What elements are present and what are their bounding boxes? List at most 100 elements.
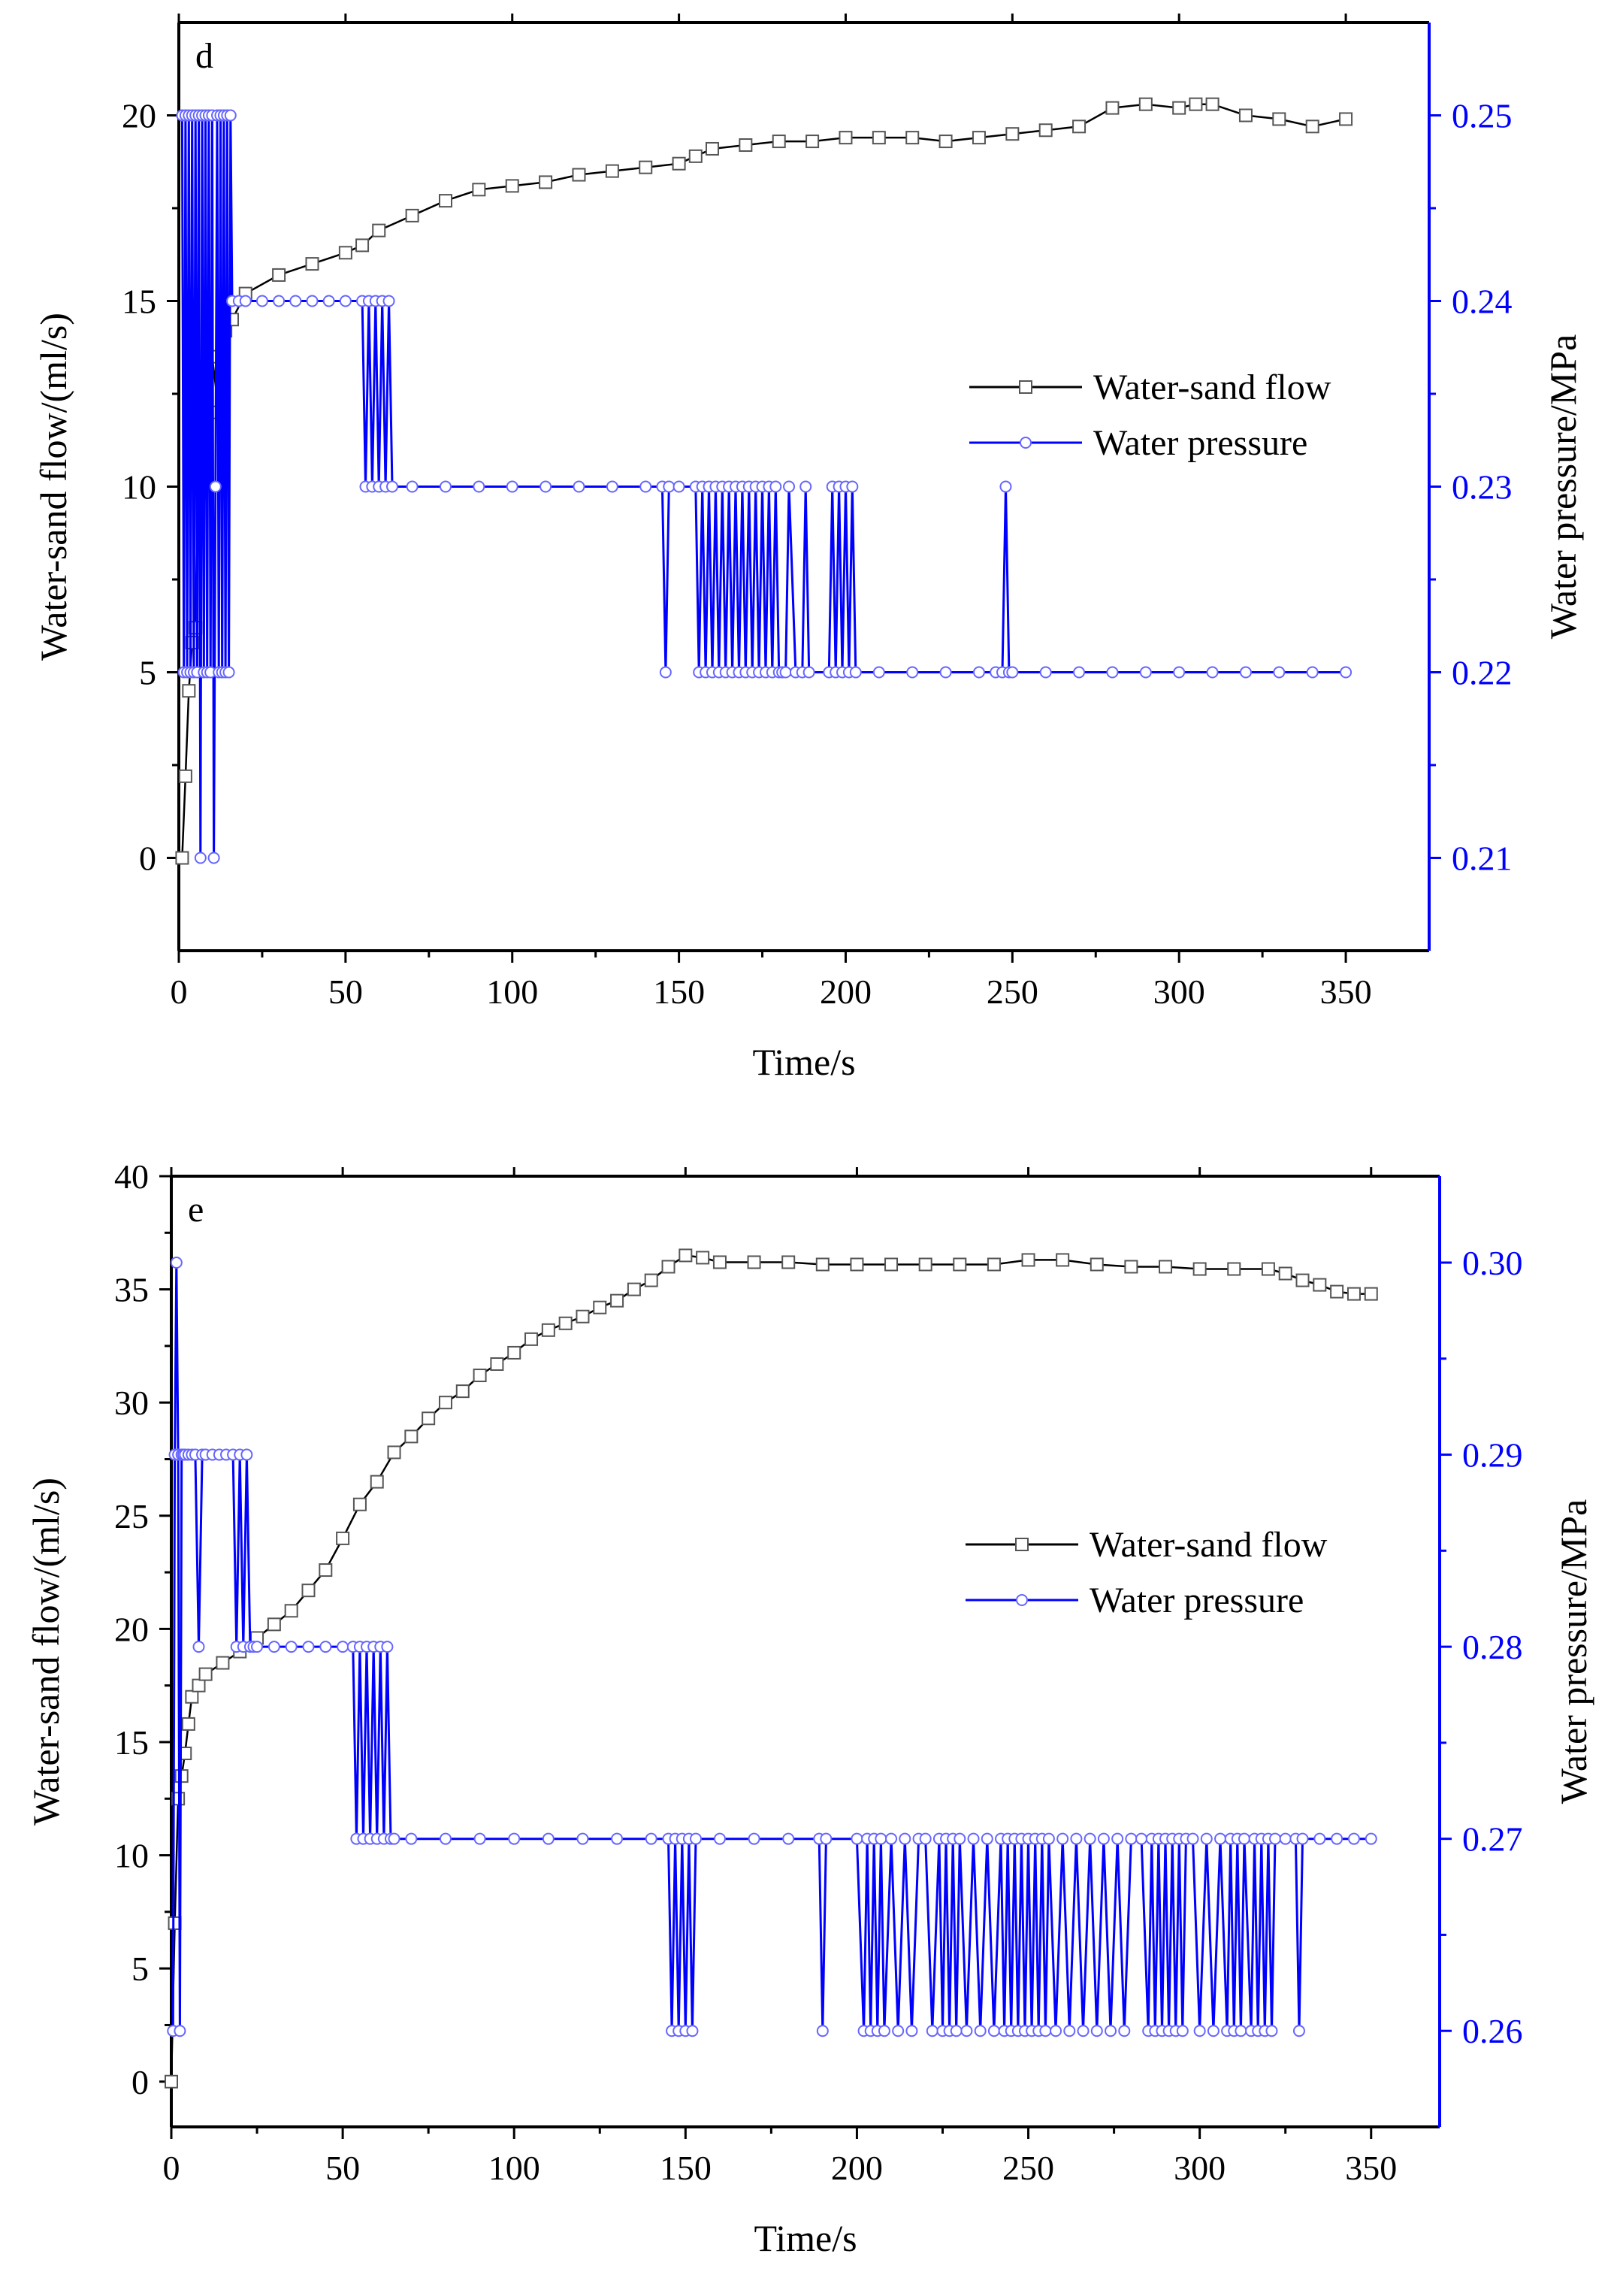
data-point-circle: [1340, 666, 1353, 679]
data-point-circle: [1105, 2025, 1117, 2037]
x-tick-label: 0: [163, 2149, 180, 2187]
y2-tick-label: 0.29: [1462, 1436, 1523, 1475]
data-point-circle: [820, 1832, 833, 1845]
data-point-square: [175, 851, 189, 865]
data-point-circle: [1235, 2025, 1247, 2037]
data-point-square: [739, 138, 753, 153]
legend-marker-square: [1015, 1538, 1029, 1551]
series-line: [180, 115, 1346, 858]
data-point-circle: [1135, 1832, 1148, 1845]
data-point-circle: [1239, 666, 1252, 679]
data-point-circle: [686, 2025, 699, 2037]
data-point-square: [661, 1260, 676, 1274]
data-point-circle: [473, 480, 485, 493]
data-point-square: [1339, 112, 1353, 126]
data-point-square: [185, 1689, 199, 1704]
data-point-circle: [240, 1448, 253, 1461]
data-point-circle: [337, 1641, 349, 1653]
data-point-circle: [1238, 1832, 1250, 1845]
data-point-circle: [1056, 1832, 1069, 1845]
y-tick-label: 15: [114, 1723, 149, 1762]
y-tick-label: 30: [114, 1384, 149, 1422]
y2-tick-label: 0.21: [1452, 839, 1513, 878]
data-point-square: [1364, 1287, 1378, 1301]
data-point-circle: [1347, 1832, 1360, 1845]
data-point-circle: [779, 666, 792, 679]
data-point-square: [627, 1282, 641, 1296]
data-point-circle: [251, 1641, 264, 1653]
data-point-circle: [1039, 2025, 1052, 2037]
data-point-circle: [960, 2025, 973, 2037]
data-point-circle: [875, 1832, 887, 1845]
y2-tick-label: 0.27: [1462, 1820, 1523, 1859]
data-point-circle: [999, 480, 1012, 493]
data-point-circle: [170, 1257, 183, 1269]
data-point-square: [1261, 1262, 1275, 1276]
data-point-square: [284, 1604, 298, 1618]
data-point-circle: [950, 2025, 963, 2037]
data-point-square: [182, 684, 196, 698]
data-point-circle: [1265, 2025, 1278, 2037]
legend-label: Water-sand flow: [1090, 1525, 1328, 1565]
data-point-circle: [267, 1641, 280, 1653]
data-point-circle: [306, 295, 319, 307]
data-point-circle: [1306, 666, 1319, 679]
data-point-square: [1295, 1273, 1310, 1287]
y-axis-title: Water-sand flow/(ml/s): [25, 1478, 67, 1826]
data-point-circle: [906, 666, 919, 679]
data-point-circle: [1050, 2025, 1062, 2037]
y-tick-label: 10: [122, 468, 156, 507]
data-point-square: [336, 1531, 350, 1545]
data-point-square: [473, 1369, 487, 1383]
data-point-square: [355, 238, 370, 253]
data-point-square: [198, 1667, 213, 1681]
data-point-square: [884, 1257, 899, 1272]
y-tick-label: 20: [122, 97, 156, 135]
data-point-square: [1272, 112, 1286, 126]
y-tick-label: 25: [114, 1497, 149, 1535]
y-tick-label: 35: [114, 1271, 149, 1309]
data-point-circle: [1111, 1832, 1124, 1845]
data-point-square: [1192, 1262, 1207, 1276]
data-point-square: [1227, 1262, 1241, 1276]
data-point-circle: [1139, 666, 1152, 679]
data-point-circle: [1214, 1832, 1227, 1845]
data-point-square: [1238, 108, 1253, 123]
data-point-square: [805, 135, 820, 149]
y2-tick-label: 0.23: [1452, 468, 1513, 507]
data-point-square: [305, 257, 319, 271]
data-point-circle: [1118, 2025, 1131, 2037]
data-point-square: [644, 1273, 658, 1287]
data-point-square: [267, 1617, 281, 1632]
data-point-circle: [1331, 1832, 1343, 1845]
data-point-square: [438, 1396, 452, 1410]
data-point-circle: [439, 480, 452, 493]
data-point-square: [455, 1384, 470, 1399]
legend-marker-circle: [1020, 437, 1032, 449]
data-point-circle: [783, 480, 796, 493]
data-point-circle: [769, 480, 782, 493]
y-tick-label: 20: [114, 1610, 149, 1648]
data-point-circle: [939, 666, 952, 679]
data-point-circle: [802, 666, 815, 679]
data-point-square: [1278, 1266, 1292, 1281]
x-tick-label: 50: [325, 2149, 360, 2187]
data-point-circle: [846, 480, 859, 493]
data-point-circle: [645, 1832, 657, 1845]
series-water-pressure: [176, 109, 1353, 864]
data-point-circle: [972, 666, 985, 679]
series-water-pressure: [167, 1257, 1377, 2037]
y2-tick-label: 0.24: [1452, 283, 1513, 321]
data-point-circle: [849, 666, 862, 679]
x-tick-label: 200: [831, 2149, 883, 2187]
data-point-circle: [713, 1832, 726, 1845]
data-point-square: [1021, 1253, 1035, 1267]
legend-label: Water pressure: [1090, 1581, 1304, 1620]
data-point-circle: [322, 295, 335, 307]
data-point-square: [216, 1656, 230, 1670]
y-tick-label: 5: [131, 1950, 149, 1988]
data-point-circle: [974, 2025, 987, 2037]
data-point-square: [972, 131, 986, 145]
chart-panel-d: 0 50 100 150 200 250 300 350 0 5 10 15 20 0.21 0.22 0.2…: [32, 14, 1584, 1083]
